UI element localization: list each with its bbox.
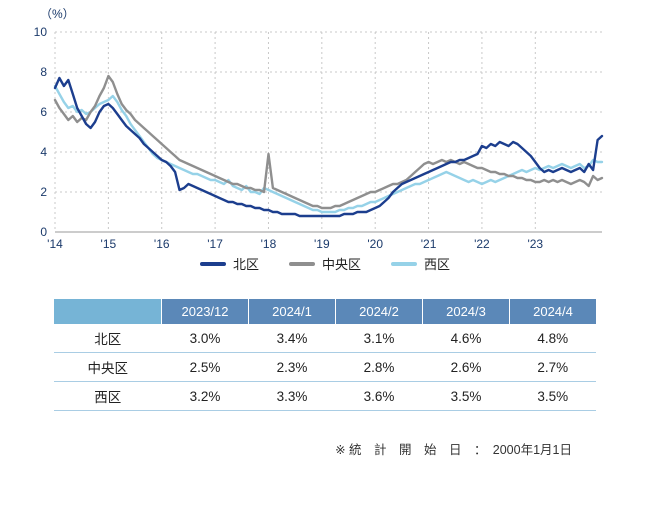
cell-value: 3.1% xyxy=(335,324,423,353)
kita-line-swatch-icon xyxy=(199,261,226,266)
header-cell-2024-4: 2024/4 xyxy=(509,299,596,324)
y-tick-label: 6 xyxy=(40,105,47,119)
legend-item-chuo: 中央区 xyxy=(288,254,361,273)
cell-value: 2.7% xyxy=(509,352,596,382)
x-tick-label: '20 xyxy=(367,237,383,251)
x-tick-label: '15 xyxy=(101,237,117,251)
row-label-kita: 北区 xyxy=(54,324,162,353)
y-tick-label: 4 xyxy=(40,145,47,159)
header-cell-2024-3: 2024/3 xyxy=(422,299,510,324)
nishi-line-swatch-icon xyxy=(391,261,417,266)
x-tick-label: '21 xyxy=(421,237,437,251)
legend-label-chuo: 中央区 xyxy=(321,257,361,272)
x-tick-label: '18 xyxy=(261,237,277,251)
row-label-nishi: 西区 xyxy=(54,381,162,411)
x-tick-label: '16 xyxy=(154,237,170,251)
legend-item-nishi: 西区 xyxy=(391,254,450,273)
x-tick-label: '14 xyxy=(47,237,63,251)
row-label-chuo: 中央区 xyxy=(54,352,162,382)
series-line-西区 xyxy=(53,84,604,214)
x-tick-label: '23 xyxy=(527,237,543,251)
cell-value: 4.6% xyxy=(422,324,510,353)
cell-value: 3.6% xyxy=(335,381,423,411)
header-cell-2024-1: 2024/1 xyxy=(248,299,336,324)
cell-value: 3.4% xyxy=(248,324,336,353)
stats-table: 2023/12 2024/1 2024/2 2024/3 2024/4 北区 3… xyxy=(54,299,596,411)
y-tick-label: 2 xyxy=(40,185,47,199)
y-tick-label: 8 xyxy=(40,65,47,79)
header-cell-blank xyxy=(54,299,162,324)
header-cell-2023-12: 2023/12 xyxy=(161,299,249,324)
table-row: 西区 3.2% 3.3% 3.6% 3.5% 3.5% xyxy=(54,381,596,411)
cell-value: 3.0% xyxy=(161,324,249,353)
chuo-line-swatch-icon xyxy=(288,261,315,266)
table-row: 中央区 2.5% 2.3% 2.8% 2.6% 2.7% xyxy=(54,352,596,382)
x-tick-label: '17 xyxy=(207,237,223,251)
y-tick-label: 0 xyxy=(40,225,47,239)
cell-value: 2.3% xyxy=(248,352,336,382)
stats-start-note: ※ 統 計 開 始 日 ： 2000年1月1日 xyxy=(335,443,572,457)
cell-value: 3.5% xyxy=(422,381,510,411)
legend-label-kita: 北区 xyxy=(232,257,259,272)
legend-label-nishi: 西区 xyxy=(424,257,451,272)
cell-value: 2.6% xyxy=(422,352,510,382)
chart-legend: 北区 中央区 西区 xyxy=(0,254,650,273)
cell-value: 4.8% xyxy=(509,324,596,353)
trend-chart-section: '14 '15 '16 '17 '18 '19 '20 '21 '22 '23 0 2 4 6 8 10 （%）… xyxy=(0,7,650,273)
series-line-北区 xyxy=(53,76,604,218)
cell-value: 2.5% xyxy=(161,352,249,382)
table-header-row: 2023/12 2024/1 2024/2 2024/3 2024/4 xyxy=(54,299,596,324)
trend-line-chart: '14 '15 '16 '17 '18 '19 '20 '21 '22 '23 0 2 4 6 8 10 （%） xyxy=(34,7,604,251)
cell-value: 2.8% xyxy=(335,352,423,382)
y-axis-unit-label: （%） xyxy=(40,7,75,21)
x-tick-label: '22 xyxy=(474,237,490,251)
y-tick-label: 10 xyxy=(34,25,48,39)
table-row: 北区 3.0% 3.4% 3.1% 4.6% 4.8% xyxy=(54,324,596,353)
cell-value: 3.3% xyxy=(248,381,336,411)
legend-item-kita: 北区 xyxy=(199,254,259,273)
cell-value: 3.5% xyxy=(509,381,596,411)
cell-value: 3.2% xyxy=(161,381,249,411)
series-line-中央区 xyxy=(53,74,604,210)
x-tick-label: '19 xyxy=(314,237,330,251)
header-cell-2024-2: 2024/2 xyxy=(335,299,423,324)
